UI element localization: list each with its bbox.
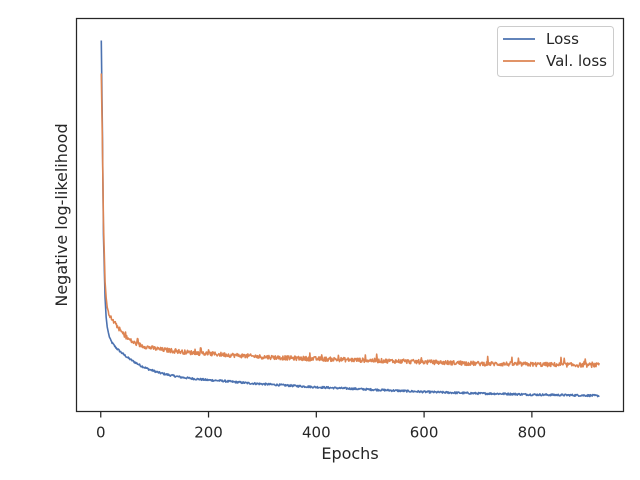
legend-label-val-loss: Val. loss	[546, 52, 607, 70]
x-tick-label: 200	[194, 424, 223, 442]
axes-frame	[75, 17, 625, 413]
legend-label-loss: Loss	[546, 30, 579, 48]
legend: Loss Val. loss	[497, 26, 614, 77]
x-tick-label: 400	[302, 424, 331, 442]
x-tick-label: 800	[518, 424, 547, 442]
x-axis: 0 200 400 600 800	[96, 411, 547, 442]
x-tick-label: 0	[96, 424, 106, 442]
x-axis-label: Epochs	[321, 444, 378, 463]
series-layer	[100, 40, 601, 398]
y-axis-label: Negative log-likelihood	[52, 123, 71, 306]
series-line-loss	[100, 40, 600, 398]
x-tick-label: 600	[410, 424, 439, 442]
series-line-val-loss	[100, 73, 601, 369]
